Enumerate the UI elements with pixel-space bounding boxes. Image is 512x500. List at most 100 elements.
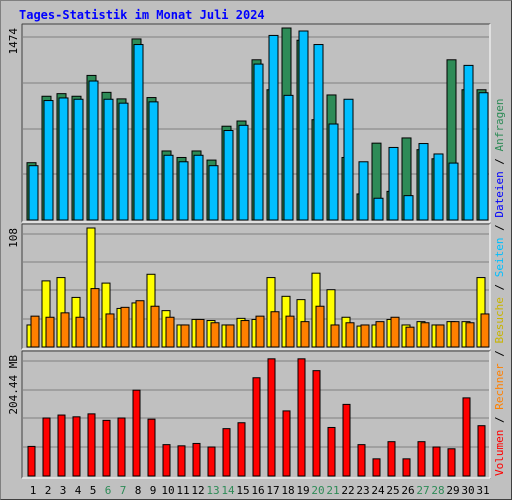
bar-volumen — [117, 417, 126, 477]
x-tick-label: 6 — [105, 484, 112, 497]
bar-rechner — [240, 320, 250, 348]
y-max-label-requests: 1474 — [7, 28, 20, 55]
x-tick-label: 24 — [371, 484, 385, 497]
bar-dateien — [133, 44, 144, 221]
legend-seiten: Seiten — [493, 238, 506, 278]
legend-anfragen: Anfragen — [493, 98, 506, 151]
bar-volumen — [372, 458, 381, 477]
bar-dateien — [388, 146, 399, 221]
x-tick-label: 25 — [386, 484, 399, 497]
bar-rechner — [435, 324, 445, 348]
bar-dateien — [238, 124, 249, 221]
bar-volumen — [477, 425, 486, 477]
legend-besuche: Besuche — [493, 297, 506, 343]
bar-volumen — [357, 444, 366, 477]
bar-volumen — [27, 445, 36, 477]
bar-volumen — [342, 403, 351, 477]
bar-rechner — [150, 305, 160, 348]
bar-rechner — [255, 315, 265, 348]
bar-dateien — [358, 161, 369, 221]
bar-rechner — [390, 316, 400, 348]
bar-dateien — [88, 80, 99, 221]
bar-volumen — [177, 445, 186, 477]
bar-dateien — [403, 195, 414, 221]
bar-rechner — [75, 316, 85, 348]
bar-dateien — [103, 98, 114, 221]
x-tick-label: 10 — [161, 484, 174, 497]
x-tick-label: 17 — [266, 484, 279, 497]
x-tick-label: 8 — [135, 484, 142, 497]
x-tick-label: 20 — [311, 484, 324, 497]
x-tick-label: 19 — [296, 484, 309, 497]
bar-volumen — [387, 441, 396, 477]
bar-dateien — [208, 165, 219, 221]
x-tick-label: 7 — [120, 484, 127, 497]
bar-dateien — [163, 154, 174, 221]
bar-rechner — [60, 312, 70, 348]
side-legend: Volumen / Rechner / Besuche / Seiten / D… — [493, 98, 506, 476]
bar-volumen — [282, 410, 291, 477]
bar-rechner — [180, 324, 190, 348]
bar-volumen — [417, 441, 426, 477]
legend-volumen: Volumen — [493, 430, 506, 476]
x-tick-label: 27 — [416, 484, 429, 497]
bar-volumen — [132, 389, 141, 477]
bar-dateien — [268, 34, 279, 221]
bar-volumen — [267, 358, 276, 477]
bar-volumen — [402, 458, 411, 477]
x-tick-label: 12 — [191, 484, 204, 497]
bar-rechner — [45, 316, 55, 348]
bar-volumen — [447, 448, 456, 477]
bar-dateien — [43, 100, 54, 221]
bar-rechner — [360, 324, 370, 348]
bar-dateien — [373, 197, 384, 221]
legend-sep-5: / — [493, 151, 506, 171]
x-tick-label: 18 — [281, 484, 294, 497]
bar-volumen — [87, 413, 96, 477]
bar-rechner — [225, 324, 235, 348]
y-max-label-visits: 108 — [7, 228, 20, 248]
legend-sep-1: / — [493, 410, 506, 430]
bar-volumen — [312, 370, 321, 477]
x-tick-label: 4 — [75, 484, 82, 497]
x-tick-label: 23 — [356, 484, 369, 497]
bar-rechner — [105, 313, 115, 348]
bar-volumen — [192, 442, 201, 477]
x-tick-label: 2 — [45, 484, 52, 497]
bar-dateien — [298, 30, 309, 221]
bar-rechner — [420, 322, 430, 348]
legend-sep-3: / — [493, 277, 506, 297]
x-tick-label: 3 — [60, 484, 67, 497]
x-tick-label: 14 — [221, 484, 235, 497]
bar-volumen — [297, 358, 306, 477]
x-tick-label: 13 — [206, 484, 219, 497]
bar-dateien — [193, 154, 204, 221]
bar-volumen — [102, 419, 111, 477]
bar-volumen — [432, 446, 441, 477]
bar-rechner — [315, 305, 325, 348]
x-tick-label: 15 — [236, 484, 249, 497]
bar-rechner — [135, 300, 145, 348]
bar-dateien — [463, 64, 474, 221]
bar-volumen — [147, 418, 156, 477]
bar-volumen — [42, 417, 51, 477]
x-tick-label: 16 — [251, 484, 264, 497]
bar-dateien — [478, 92, 489, 221]
bar-rechner — [300, 321, 310, 348]
bar-dateien — [58, 97, 69, 221]
x-tick-label: 31 — [476, 484, 489, 497]
bar-volumen — [207, 446, 216, 477]
bar-dateien — [73, 98, 84, 221]
bar-volumen — [327, 426, 336, 477]
bar-volumen — [222, 428, 231, 477]
bar-dateien — [148, 101, 159, 221]
bar-rechner — [90, 288, 100, 348]
legend-dateien: Dateien — [493, 171, 506, 217]
bar-rechner — [480, 313, 490, 348]
bar-rechner — [270, 311, 280, 348]
bar-volumen — [237, 422, 246, 477]
bar-dateien — [178, 161, 189, 221]
bar-volumen — [72, 416, 81, 477]
x-tick-label: 11 — [176, 484, 189, 497]
